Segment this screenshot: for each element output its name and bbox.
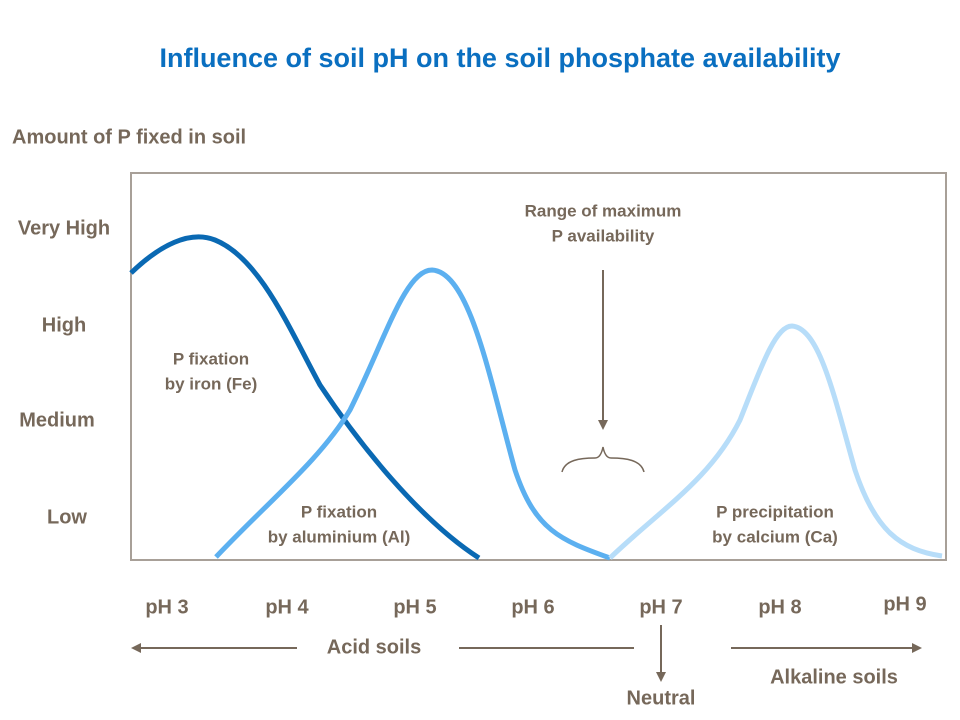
y-label: Low [47, 506, 87, 528]
x-label: pH 7 [639, 596, 682, 618]
acid-label: Acid soils [327, 636, 421, 658]
annotation-aluminium: P fixation [301, 502, 377, 521]
annotation-range: P availability [552, 226, 655, 245]
alkaline-label: Alkaline soils [770, 666, 898, 688]
y-label: Medium [19, 409, 95, 431]
annotation-range: Range of maximum [525, 201, 682, 220]
iron-curve [129, 234, 481, 561]
range-brace [561, 446, 645, 473]
x-label: pH 6 [511, 596, 554, 618]
annotation-iron: by iron (Fe) [165, 374, 258, 393]
annotation-iron: P fixation [173, 349, 249, 368]
plot-frame [130, 172, 947, 561]
annotation-calcium: by calcium (Ca) [712, 527, 838, 546]
neutral-label: Neutral [627, 687, 696, 709]
x-label: pH 4 [265, 596, 309, 618]
x-label: pH 5 [393, 596, 436, 618]
x-label: pH 9 [883, 593, 926, 615]
calcium-curve [608, 323, 943, 560]
aluminium-curve [214, 267, 611, 561]
y-label: High [42, 314, 86, 336]
x-label: pH 3 [145, 596, 188, 618]
x-label: pH 8 [758, 596, 801, 618]
annotation-calcium: P precipitation [716, 502, 834, 521]
title: Influence of soil pH on the soil phospha… [159, 43, 840, 73]
y-axis-title: Amount of P fixed in soil [12, 126, 246, 148]
y-label: Very High [18, 217, 110, 239]
annotation-aluminium: by aluminium (Al) [268, 527, 411, 546]
